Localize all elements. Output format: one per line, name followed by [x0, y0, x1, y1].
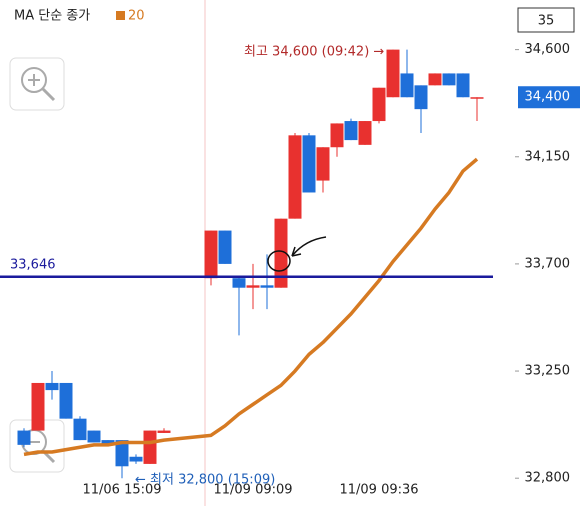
zoom-in-icon[interactable] [9, 57, 65, 111]
candle-body [456, 73, 470, 98]
candle-body [372, 87, 386, 122]
last-price-label: 34,400 [525, 90, 571, 105]
candle-body [358, 121, 372, 145]
reference-label: 33,646 [10, 257, 56, 272]
candle-body [157, 430, 171, 433]
candle-body [442, 73, 456, 86]
high-annotation: 최고 34,600 (09:42) → [244, 45, 384, 60]
candle-body [330, 123, 344, 148]
candle-body [288, 135, 302, 219]
candle-body [316, 147, 330, 181]
y-tick-label: 33,700 [525, 256, 571, 271]
y-tick-label: 32,800 [525, 471, 571, 486]
low-annotation: ← 최저 32,800 (15:09) [135, 473, 275, 488]
hand-drawn-mark [267, 236, 327, 272]
top-right-box [517, 7, 575, 33]
legend-period: 20 [128, 9, 145, 24]
candle-body [101, 440, 115, 445]
candle-body [246, 285, 260, 288]
ma-line [23, 157, 479, 457]
legend-label: MA 단순 종가 [14, 9, 90, 24]
candle-body [73, 418, 87, 441]
candle-body [204, 230, 218, 279]
top-right-value: 35 [538, 14, 555, 29]
candle-body [87, 430, 101, 443]
candle-body [414, 85, 428, 110]
candle-body [59, 382, 73, 419]
x-tick-label: 11/06 15:09 [82, 483, 161, 498]
candle-body [470, 97, 484, 99]
candle-body [45, 382, 59, 391]
candle-body [400, 73, 414, 98]
legend-swatch [116, 11, 125, 20]
x-tick-label: 11/09 09:09 [213, 483, 292, 498]
candle-body [302, 135, 316, 193]
candle-body [344, 121, 358, 141]
candle-body [31, 382, 45, 431]
y-tick-label: 33,250 [525, 364, 571, 379]
last-price-tag [518, 86, 580, 109]
candle-body [386, 49, 400, 98]
candle-body [115, 440, 129, 467]
candle-body [260, 285, 274, 288]
candle-body [143, 430, 157, 464]
candle-body [428, 73, 442, 86]
candle-body [218, 230, 232, 264]
candle-body [232, 278, 246, 288]
x-tick-label: 11/09 09:36 [339, 483, 418, 498]
y-tick-label: 34,150 [525, 149, 571, 164]
candle-body [129, 456, 143, 462]
candle-body [17, 430, 31, 445]
y-tick-label: 34,600 [525, 42, 571, 57]
